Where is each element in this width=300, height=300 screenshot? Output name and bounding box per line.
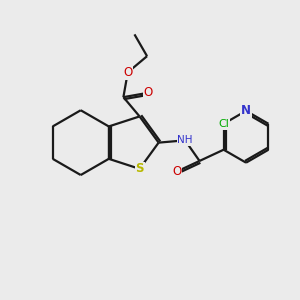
Text: O: O: [123, 66, 132, 79]
Text: Cl: Cl: [218, 119, 229, 129]
Text: O: O: [144, 86, 153, 99]
Text: NH: NH: [177, 135, 193, 145]
Text: S: S: [135, 162, 144, 175]
Text: N: N: [241, 104, 251, 117]
Text: O: O: [172, 165, 181, 178]
